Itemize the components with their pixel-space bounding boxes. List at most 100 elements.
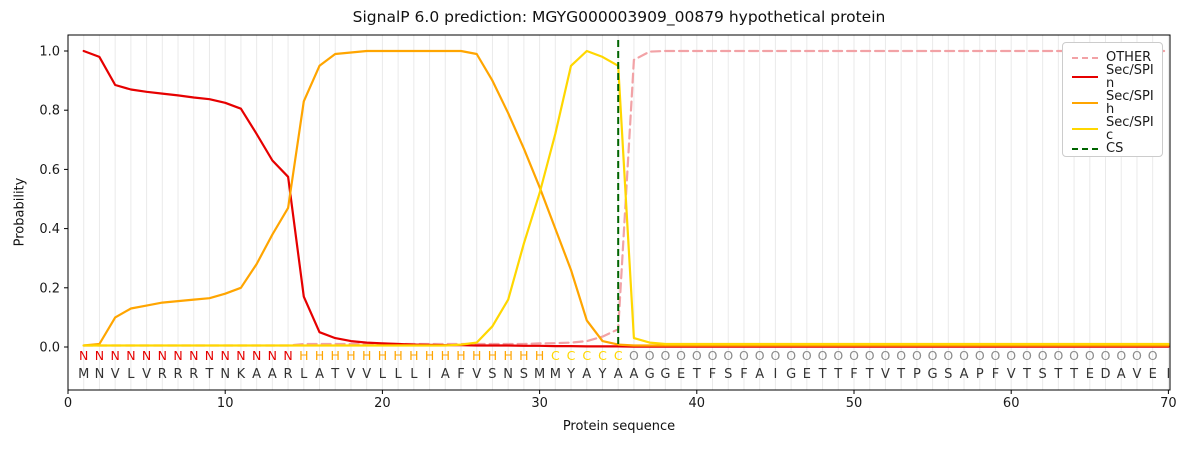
region-label: N [110, 348, 119, 363]
region-label: O [708, 348, 718, 363]
legend-item-sec-spi-c: Sec/SPI c [1072, 115, 1154, 143]
residue-label: V [362, 367, 371, 382]
region-label: N [79, 348, 88, 363]
residue-label: V [142, 367, 151, 382]
residue-label: P [913, 367, 921, 382]
residue-label: T [330, 367, 339, 382]
legend: OTHER Sec/SPI n Sec/SPI h Sec/SPI c CS [1062, 42, 1163, 157]
residue-label: L [379, 367, 387, 382]
residue-label: I [773, 367, 777, 382]
residue-label: F [992, 367, 999, 382]
y-tick-label: 1.0 [39, 45, 60, 60]
residue-label: Y [598, 367, 607, 382]
region-label: N [158, 348, 167, 363]
region-label: O [1022, 348, 1032, 363]
region-label: N [126, 348, 135, 363]
legend-item-label: CS [1106, 141, 1124, 156]
residue-label: E [803, 367, 811, 382]
residue-label: A [315, 367, 324, 382]
region-label: H [488, 348, 497, 363]
residue-label: F [740, 367, 747, 382]
residue-label: G [786, 367, 796, 382]
residue-label: Y [566, 367, 575, 382]
region-label: O [739, 348, 749, 363]
region-label: O [943, 348, 953, 363]
region-label: O [849, 348, 859, 363]
residue-label: E [1086, 367, 1094, 382]
residue-label: F [457, 367, 464, 382]
x-tick-label: 70 [1160, 396, 1177, 411]
residue-label: A [268, 367, 277, 382]
legend-line-sample [1072, 128, 1098, 130]
region-label: O [660, 348, 670, 363]
region-label: O [645, 348, 655, 363]
residue-label: M [550, 367, 561, 382]
region-label: N [205, 348, 214, 363]
x-tick-label: 0 [64, 396, 72, 411]
region-label: N [221, 348, 230, 363]
residue-label: L [300, 367, 308, 382]
region-label: H [409, 348, 418, 363]
residue-label: T [1022, 367, 1031, 382]
region-label: O [865, 348, 875, 363]
residue-label: N [95, 367, 105, 382]
residue-label: M [534, 367, 545, 382]
x-tick-label: 10 [217, 396, 234, 411]
residue-label: S [520, 367, 528, 382]
residue-label: G [645, 367, 655, 382]
legend-line-sample [1072, 147, 1098, 150]
legend-item-label: Sec/SPI h [1106, 89, 1154, 117]
residue-label: M [78, 367, 89, 382]
axes-box [67, 34, 1171, 391]
residue-label: R [174, 367, 183, 382]
region-label: H [362, 348, 371, 363]
region-label: C [614, 348, 623, 363]
region-label: N [95, 348, 104, 363]
region-label: H [315, 348, 324, 363]
legend-item-label: Sec/SPI c [1106, 115, 1154, 143]
region-label: C [551, 348, 560, 363]
residue-label: S [944, 367, 952, 382]
residue-label: T [818, 367, 827, 382]
region-label: N [283, 348, 292, 363]
residue-label: K [237, 367, 246, 382]
region-label: C [567, 348, 576, 363]
residue-label: L [410, 367, 418, 382]
x-axis-label: Protein sequence [562, 419, 676, 434]
x-tick-label: 50 [846, 396, 863, 411]
region-label: O [1069, 348, 1079, 363]
residue-label: A [441, 367, 450, 382]
region-label: H [393, 348, 402, 363]
residue-label: V [111, 367, 120, 382]
residue-label: G [660, 367, 670, 382]
residue-label: A [614, 367, 623, 382]
region-label: H [519, 348, 528, 363]
legend-item-sec-spi-n: Sec/SPI n [1072, 64, 1154, 90]
residue-label: R [284, 367, 293, 382]
region-label: H [331, 348, 340, 363]
region-label: O [896, 348, 906, 363]
y-tick-label: 0.0 [39, 341, 60, 356]
region-label: O [1085, 348, 1095, 363]
region-label: O [959, 348, 969, 363]
residue-label: A [252, 367, 261, 382]
y-tick-label: 0.4 [39, 222, 60, 237]
residue-label: R [158, 367, 167, 382]
residue-label: V [881, 367, 890, 382]
residue-label: R [189, 367, 198, 382]
region-label: N [142, 348, 151, 363]
residue-label: S [488, 367, 496, 382]
y-axis-label: Probability [12, 177, 28, 247]
region-label: O [629, 348, 639, 363]
residue-label: T [692, 367, 701, 382]
legend-line-sample [1072, 56, 1098, 59]
region-label: O [755, 348, 765, 363]
region-label: O [1006, 348, 1016, 363]
curve-sec-spi-h [82, 49, 1170, 347]
x-tick-label: 60 [1003, 396, 1020, 411]
residue-label: V [1133, 367, 1142, 382]
residue-label: F [709, 367, 716, 382]
region-label: O [991, 348, 1001, 363]
region-label: C [598, 348, 607, 363]
